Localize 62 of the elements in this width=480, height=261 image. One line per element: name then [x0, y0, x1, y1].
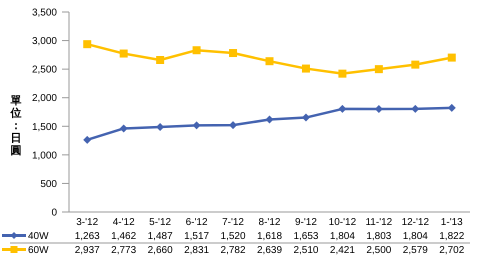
point [192, 46, 201, 54]
data-label: 1,653 [293, 231, 319, 242]
point [120, 124, 128, 132]
point [266, 57, 274, 66]
point [156, 56, 164, 64]
point [302, 64, 310, 73]
legend-label: 40W [28, 231, 50, 242]
data-label: 2,579 [402, 245, 428, 256]
data-label: 1,618 [256, 231, 282, 242]
x-tick-label: 1-'13 [440, 217, 464, 228]
x-tick-label: 10-'12 [328, 217, 357, 228]
point [229, 121, 238, 130]
data-label: 1,822 [439, 231, 465, 242]
point [374, 65, 383, 74]
y-tick-label: 2,000 [32, 93, 58, 104]
point [83, 136, 92, 144]
point [448, 54, 456, 62]
point [448, 104, 456, 112]
x-tick-label: 9-'12 [294, 217, 318, 228]
data-label: 2,831 [184, 245, 210, 256]
data-label: 1,803 [366, 231, 392, 242]
x-tick-label: 5-'12 [149, 217, 172, 228]
data-label: 1,517 [184, 231, 210, 242]
y-tick-label: 3,000 [32, 36, 58, 48]
data-label: 1,462 [111, 231, 137, 242]
point [338, 70, 346, 78]
x-tick-label: 4-'12 [112, 217, 136, 228]
point [83, 40, 92, 48]
point [411, 60, 420, 69]
x-tick-label: 3-'12 [76, 217, 99, 228]
legend-label: 60W [28, 245, 50, 256]
point [338, 104, 346, 113]
x-tick-label: 8-'12 [258, 217, 281, 228]
point [411, 104, 420, 113]
data-label: 2,500 [366, 245, 392, 256]
data-label: 2,421 [330, 245, 356, 256]
y-tick-label: 1,000 [32, 150, 58, 162]
data-label: 2,510 [293, 245, 319, 256]
y-tick-label: 1,500 [32, 122, 58, 133]
point [120, 50, 128, 58]
x-tick-label: 6-'12 [186, 217, 208, 228]
data-label: 1,520 [220, 231, 246, 242]
x-tick-label: 7-'12 [222, 217, 244, 228]
data-label: 1,804 [402, 231, 428, 242]
x-tick-label: 12-'12 [402, 217, 430, 228]
data-label: 2,702 [439, 245, 465, 256]
y-axis-title: 單位：日圓 [10, 95, 22, 157]
y-tick-label: 500 [40, 178, 58, 190]
data-label: 2,639 [256, 245, 282, 256]
data-label: 1,487 [148, 231, 174, 242]
x-tick-label: 11-'12 [365, 217, 393, 228]
point [266, 116, 274, 124]
data-label: 2,782 [220, 245, 246, 256]
data-label: 1,804 [330, 231, 356, 242]
data-label: 1,263 [74, 231, 100, 242]
data-label: 2,660 [148, 245, 174, 256]
y-tick-label: 0 [51, 208, 58, 218]
data-label: 2,937 [74, 245, 100, 256]
data-label: 2,773 [111, 245, 137, 256]
y-tick-label: 3,500 [32, 8, 58, 18]
point [229, 49, 238, 58]
y-tick-label: 2,500 [32, 64, 58, 76]
